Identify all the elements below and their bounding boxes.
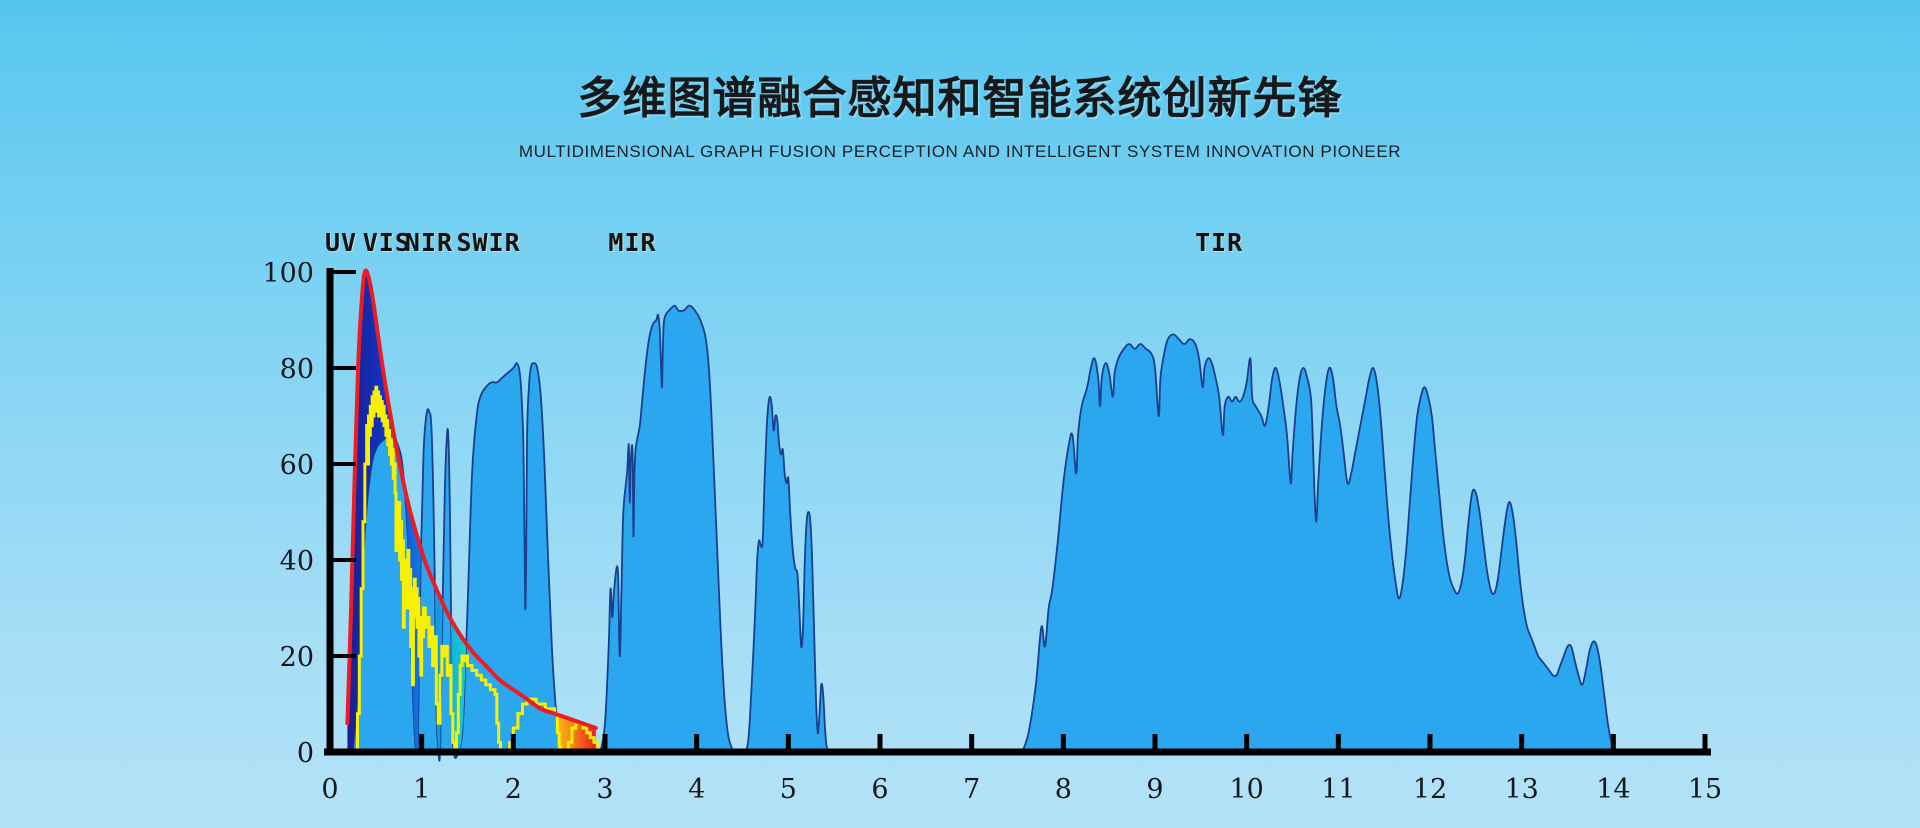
y-tick-label: 60 [280, 450, 314, 481]
x-tick-label: 10 [1229, 774, 1263, 805]
x-tick-label: 15 [1688, 774, 1722, 805]
solar-spectrum-path [355, 385, 600, 754]
x-axis-tick-labels: 0 1 2 3 4 5 6 7 8 9 10 11 12 13 14 15 [321, 774, 1722, 805]
spectral-transmission-chart: 0 1 2 3 4 5 6 7 8 9 10 11 12 13 14 15 0 20 40 60 80 100 [0, 262, 1920, 822]
x-tick-label: 9 [1146, 774, 1163, 805]
y-tick-label: 20 [280, 642, 314, 673]
x-tick-label: 7 [963, 774, 980, 805]
page-subtitle: MULTIDIMENSIONAL GRAPH FUSION PERCEPTION… [518, 142, 1402, 161]
x-tick-label: 14 [1596, 774, 1630, 805]
solar-irradiance-line [355, 385, 600, 754]
band-label-mir: MIR [608, 228, 657, 257]
transmission-band-outline [1021, 333, 1617, 753]
y-tick-label: 100 [262, 262, 314, 289]
y-tick-label: 0 [297, 738, 314, 769]
blackbody-curve-line [345, 268, 598, 730]
y-tick-label: 80 [280, 354, 314, 385]
transmission-band-outline [599, 304, 832, 754]
band-label-nir: NIR [404, 228, 454, 257]
y-tick-label: 40 [280, 546, 314, 577]
x-tick-label: 12 [1413, 774, 1447, 805]
band-label-tir: TIR [1195, 228, 1244, 257]
chart-axes [324, 268, 1711, 756]
band-label-vis: VIS [362, 228, 411, 257]
transmission-area-series [352, 304, 1617, 762]
page-title: 多维图谱融合感知和智能系统创新先锋 [577, 73, 1343, 124]
transmission-band-area [1022, 334, 1616, 752]
x-tick-label: 8 [1055, 774, 1072, 805]
band-label-swir: SWIR [456, 228, 521, 257]
y-axis-tick-labels: 0 20 40 60 80 100 [262, 262, 314, 769]
band-label-uv: UV [324, 228, 358, 257]
x-tick-label: 6 [871, 774, 888, 805]
x-tick-label: 13 [1504, 774, 1538, 805]
x-tick-label: 0 [321, 774, 338, 805]
x-tick-label: 3 [596, 774, 613, 805]
x-tick-label: 5 [780, 774, 797, 805]
x-tick-label: 1 [413, 774, 430, 805]
page-header: 多维图谱融合感知和智能系统创新先锋 MULTIDIMENSIONAL GRAPH… [0, 0, 1920, 162]
transmission-band-area [352, 363, 564, 761]
x-tick-label: 11 [1321, 774, 1355, 805]
spectral-band-label-row: UV VIS NIR SWIR MIR TIR [0, 228, 1920, 262]
blackbody-curve-path [345, 268, 598, 730]
x-tick-label: 2 [505, 774, 522, 805]
x-tick-label: 4 [688, 774, 705, 805]
